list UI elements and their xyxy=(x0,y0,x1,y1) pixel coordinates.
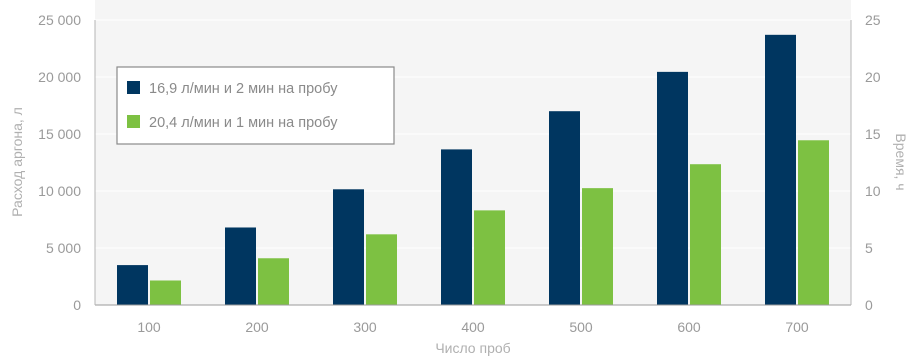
bar-series-1 xyxy=(549,111,580,305)
legend-swatch-series-1 xyxy=(127,81,140,94)
bar-series-1 xyxy=(441,149,472,305)
y-axis-right-ticks: 0 5 10 15 20 25 xyxy=(865,12,881,313)
y-axis-right-label: Время, ч xyxy=(893,133,909,190)
legend-label-series-1: 16,9 л/мин и 2 мин на пробу xyxy=(149,81,338,97)
y2-tick-label: 25 xyxy=(865,12,881,28)
bar-series-1 xyxy=(225,227,256,305)
legend-box xyxy=(116,66,395,145)
x-axis-ticks: 100 200 300 400 500 600 700 xyxy=(137,319,809,335)
bar-series-2 xyxy=(150,280,181,305)
x-tick-label: 700 xyxy=(785,319,809,335)
bar-series-2 xyxy=(798,140,829,305)
y2-tick-label: 20 xyxy=(865,69,881,85)
bar-series-1 xyxy=(333,189,364,305)
bar-series-2 xyxy=(366,234,397,305)
y-axis-left-label: Расход аргона, л xyxy=(9,107,25,217)
y2-tick-label: 10 xyxy=(865,183,881,199)
x-tick-label: 500 xyxy=(569,319,593,335)
x-axis-label: Число проб xyxy=(435,340,510,356)
bar-series-2 xyxy=(258,258,289,305)
y2-tick-label: 5 xyxy=(865,240,873,256)
bars xyxy=(117,34,829,306)
y-tick-label: 5 000 xyxy=(46,240,81,256)
y-tick-label: 25 000 xyxy=(38,12,81,28)
y-axis-left-ticks: 0 5 000 10 000 15 000 20 000 25 000 xyxy=(38,12,81,313)
x-tick-label: 200 xyxy=(245,319,269,335)
legend: 16,9 л/мин и 2 мин на пробу 20,4 л/мин и… xyxy=(116,66,395,145)
x-tick-label: 400 xyxy=(461,319,485,335)
y-tick-label: 20 000 xyxy=(38,69,81,85)
bar-series-1 xyxy=(117,265,148,305)
y2-tick-label: 15 xyxy=(865,126,881,142)
y-tick-label: 0 xyxy=(73,297,81,313)
legend-label-series-2: 20,4 л/мин и 1 мин на пробу xyxy=(149,115,338,131)
bar-series-1 xyxy=(765,34,796,305)
bar-series-1 xyxy=(657,71,688,306)
bar-series-2 xyxy=(690,164,721,305)
x-tick-label: 100 xyxy=(137,319,161,335)
x-tick-label: 300 xyxy=(353,319,377,335)
y2-tick-label: 0 xyxy=(865,297,873,313)
bar-series-2 xyxy=(582,188,613,305)
bar-series-2 xyxy=(474,210,505,305)
legend-swatch-series-2 xyxy=(127,115,140,128)
y-tick-label: 10 000 xyxy=(38,183,81,199)
plot-background xyxy=(95,0,851,305)
x-tick-label: 600 xyxy=(677,319,701,335)
y-tick-label: 15 000 xyxy=(38,126,81,142)
